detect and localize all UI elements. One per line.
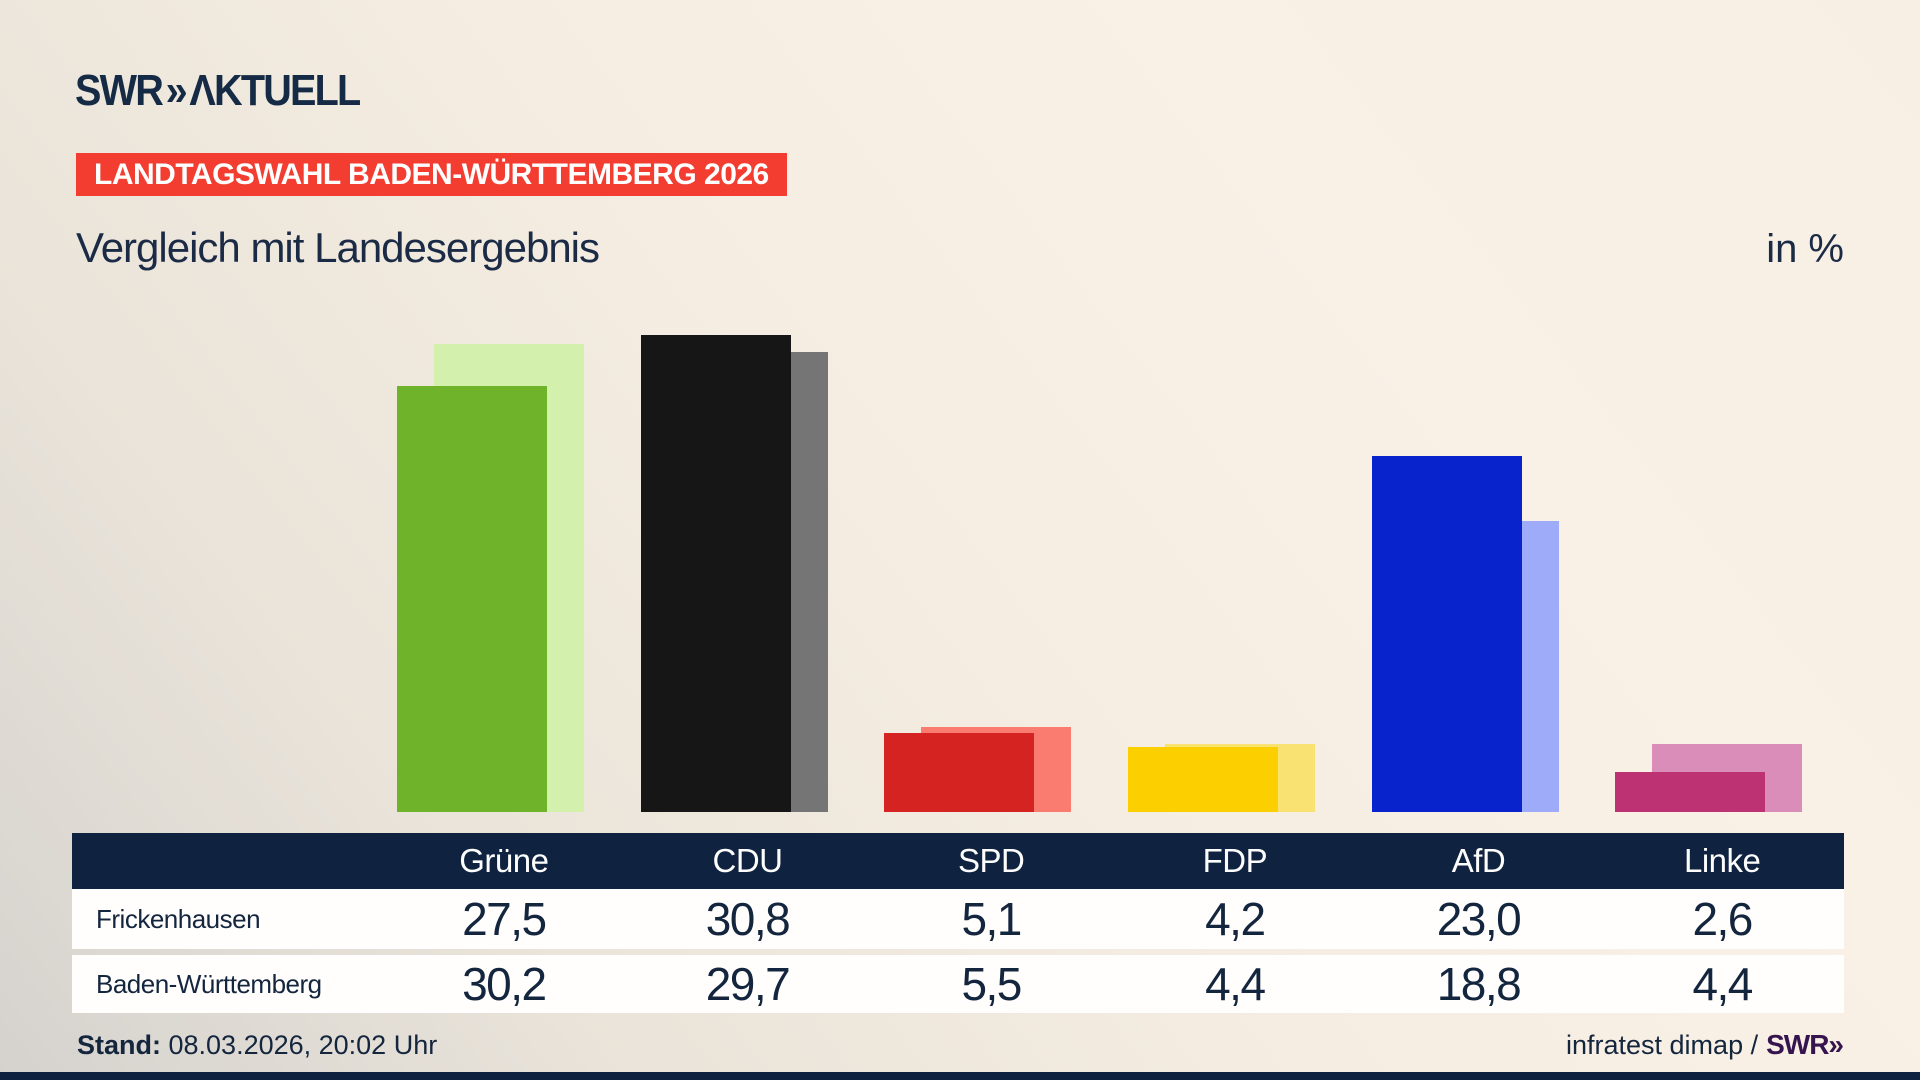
election-banner: LANDTAGSWAHL BADEN-WÜRTTEMBERG 2026: [76, 153, 787, 196]
source-text: infratest dimap /: [1566, 1030, 1759, 1060]
bar-frickenhausen-linke: [1615, 772, 1766, 812]
value-frickenhausen-spd: 5,1: [961, 893, 1022, 945]
value-frickenhausen-fdp: 4,2: [1205, 893, 1266, 945]
value-frickenhausen-cdu: 30,8: [705, 893, 791, 945]
table-corner-cell: [72, 833, 382, 889]
stand-label: Stand:: [77, 1030, 161, 1060]
bar-frickenhausen-grüne: [396, 386, 547, 812]
swr-aktuell-logo: SWR » ΛKTUELL: [75, 66, 361, 116]
double-chevron-icon: »: [165, 66, 188, 115]
table-column-header-grüne: Grüne: [459, 842, 549, 879]
swr-wordmark: SWR: [75, 66, 164, 115]
table-column-header-afd: AfD: [1451, 842, 1506, 879]
subtitle-row: Vergleich mit Landesergebnis in %: [76, 224, 1844, 272]
stand-timestamp: Stand: 08.03.2026, 20:02 Uhr: [77, 1030, 437, 1061]
value-frickenhausen-afd: 23,0: [1436, 893, 1522, 945]
row-label: Frickenhausen: [96, 903, 261, 934]
bar-frickenhausen-fdp: [1127, 747, 1278, 812]
source-credit: infratest dimap / SWR»: [1566, 1029, 1844, 1061]
table-row-baden-württemberg: Baden-Württemberg 30,2 29,7 5,5 4,4 18,8 4,4: [72, 955, 1844, 1013]
table-row-frickenhausen: Frickenhausen 27,5 30,8 5,1 4,2 23,0 2,6: [72, 889, 1844, 949]
value-frickenhausen-linke: 2,6: [1692, 893, 1753, 945]
value-frickenhausen-grüne: 27,5: [462, 893, 547, 945]
aktuell-wordmark: ΛKTUELL: [189, 66, 361, 115]
value-baden-württemberg-fdp: 4,4: [1205, 958, 1266, 1010]
chart-title: Vergleich mit Landesergebnis: [76, 224, 600, 271]
table-header-row: Grüne CDU SPD FDP AfD Linke: [72, 833, 1844, 889]
table-column-header-linke: Linke: [1683, 842, 1761, 879]
table-column-header-cdu: CDU: [712, 842, 783, 879]
value-baden-württemberg-afd: 18,8: [1436, 958, 1522, 1010]
bottom-navy-strip: [0, 1072, 1920, 1080]
swr-logo-small: SWR»: [1766, 1029, 1844, 1060]
row-label: Baden-Württemberg: [96, 968, 322, 999]
bar-frickenhausen-afd: [1371, 456, 1522, 812]
bar-frickenhausen-cdu: [640, 335, 791, 812]
value-baden-württemberg-linke: 4,4: [1692, 958, 1753, 1010]
value-baden-württemberg-spd: 5,5: [961, 958, 1022, 1010]
stand-value: 08.03.2026, 20:02 Uhr: [161, 1030, 438, 1060]
unit-label: in %: [1766, 227, 1844, 271]
bar-frickenhausen-spd: [884, 733, 1035, 812]
value-baden-württemberg-grüne: 30,2: [462, 958, 547, 1010]
results-table: Grüne CDU SPD FDP AfD Linke Frickenhausen 27,5 3…: [72, 833, 1844, 1013]
footer: Stand: 08.03.2026, 20:02 Uhr infratest d…: [77, 1029, 1844, 1061]
table-column-header-spd: SPD: [957, 842, 1025, 879]
value-baden-württemberg-cdu: 29,7: [705, 958, 791, 1010]
bar-chart: [72, 330, 1844, 812]
table-column-header-fdp: FDP: [1202, 842, 1268, 879]
